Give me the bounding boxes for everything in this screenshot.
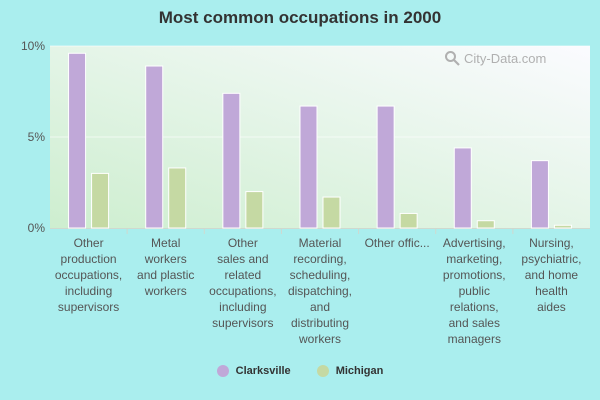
bar-michigan [245,191,264,229]
bar-clarksville [68,52,87,229]
x-category-label: Other offic... [365,236,430,250]
legend-label-michigan: Michigan [335,365,384,377]
bar-clarksville [299,105,318,229]
x-category-label: Advertising, marketing, promotions, public r… [443,236,506,346]
bar-michigan [476,220,495,229]
search-magnifier-icon [445,51,460,66]
legend: Clarksville Michigan [0,365,600,377]
bar-clarksville [145,65,164,229]
bar-clarksville [376,105,395,229]
y-tick-label: 10% [21,39,45,53]
x-category-label: Nursing, psychiatric, and home health aides [521,236,581,314]
chart-title: Most common occupations in 2000 [158,8,442,27]
watermark: City-Data.com [444,50,546,66]
legend-swatch-clarksville [216,365,229,377]
legend-item-clarksville: Clarksville [216,365,291,377]
bar-michigan [91,172,110,229]
bar-michigan [168,167,187,229]
bar-clarksville [222,92,241,229]
y-tick-label: 5% [28,130,46,144]
bar-clarksville [530,160,549,229]
legend-item-michigan: Michigan [316,365,384,377]
bar-michigan [322,196,341,229]
legend-swatch-michigan [316,365,329,377]
x-category-label: Other production occupations, including supe… [55,236,122,314]
bar-michigan [399,212,418,229]
legend-label-clarksville: Clarksville [235,365,291,377]
watermark-text: City-Data.com [464,50,547,66]
x-category-label: Metal workers and plastic workers [137,236,194,298]
x-category-label: Other sales and related occupations, includi… [209,236,276,330]
bar-clarksville [453,147,472,229]
y-tick-label: 0% [28,221,46,235]
x-category-label: Material recording, scheduling, dispatching… [288,236,352,346]
bar-michigan [553,224,572,229]
